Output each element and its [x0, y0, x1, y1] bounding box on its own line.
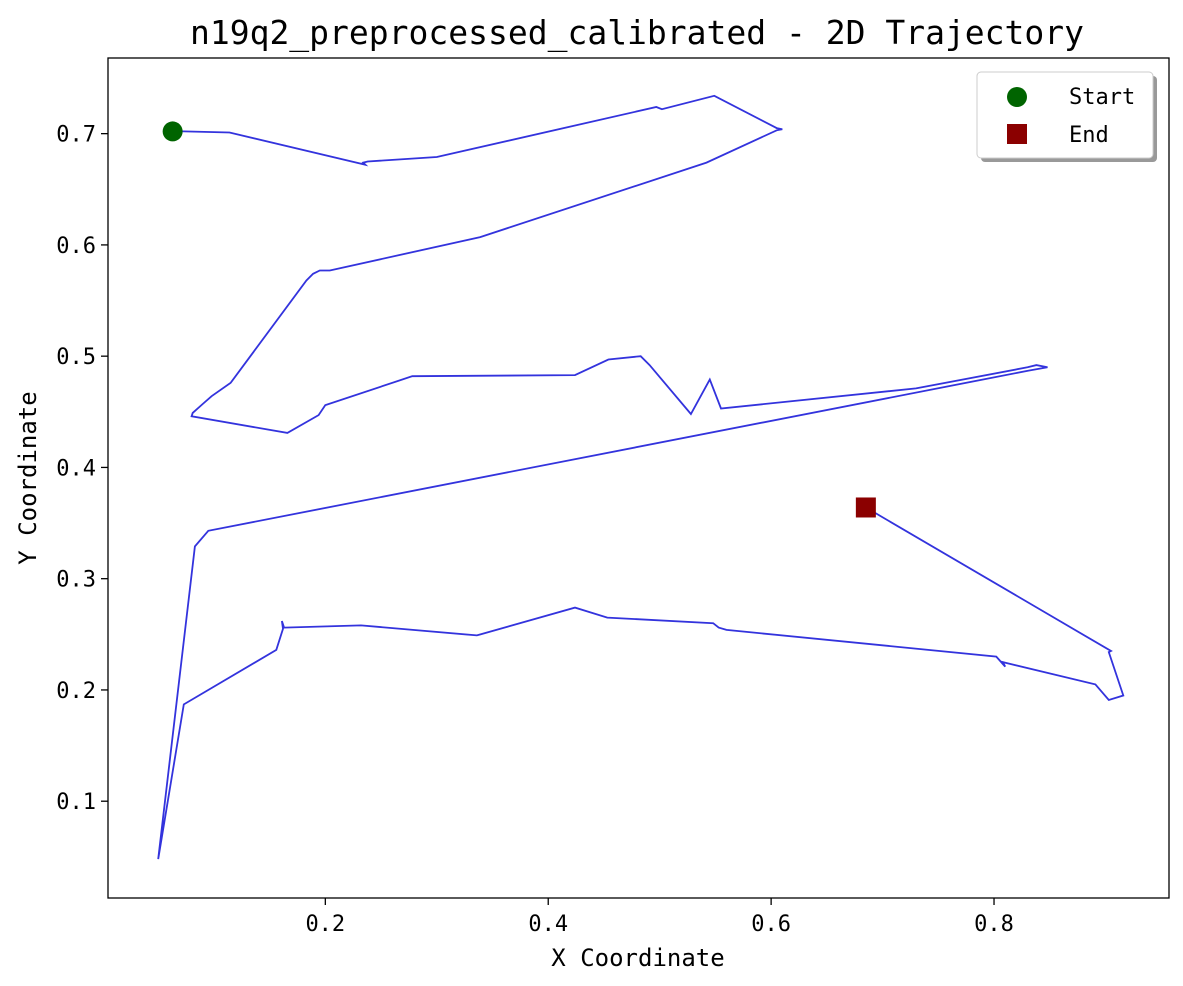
legend-start-label: Start [1069, 85, 1135, 110]
x-axis-ticks: 0.2 0.4 0.6 0.8 [305, 898, 1014, 937]
plot-area [157, 94, 1125, 860]
y-axis-ticks: 0.1 0.2 0.3 0.4 0.5 0.6 0.7 [56, 123, 108, 815]
x-tick-label: 0.8 [974, 912, 1014, 937]
x-tick-label: 0.2 [305, 912, 345, 937]
legend-end-label: End [1069, 123, 1109, 148]
legend-end-marker [1007, 124, 1027, 144]
start-marker [162, 121, 183, 142]
x-tick-label: 0.4 [528, 912, 568, 937]
y-tick-label: 0.3 [56, 568, 96, 593]
legend: Start End [976, 71, 1157, 162]
y-tick-label: 0.1 [56, 790, 96, 815]
y-tick-label: 0.7 [56, 123, 96, 148]
x-tick-label: 0.6 [751, 912, 791, 937]
y-tick-label: 0.6 [56, 234, 96, 259]
x-axis-label: X Coordinate [551, 944, 724, 972]
y-tick-label: 0.4 [56, 456, 96, 481]
chart-title: n19q2_preprocessed_calibrated - 2D Traje… [190, 13, 1084, 53]
end-marker [855, 497, 876, 518]
plot-frame [107, 57, 1170, 899]
y-tick-label: 0.2 [56, 679, 96, 704]
trajectory-line [157, 94, 1125, 860]
y-tick-label: 0.5 [56, 345, 96, 370]
y-axis-label: Y Coordinate [14, 391, 42, 564]
legend-start-marker [1007, 87, 1027, 107]
